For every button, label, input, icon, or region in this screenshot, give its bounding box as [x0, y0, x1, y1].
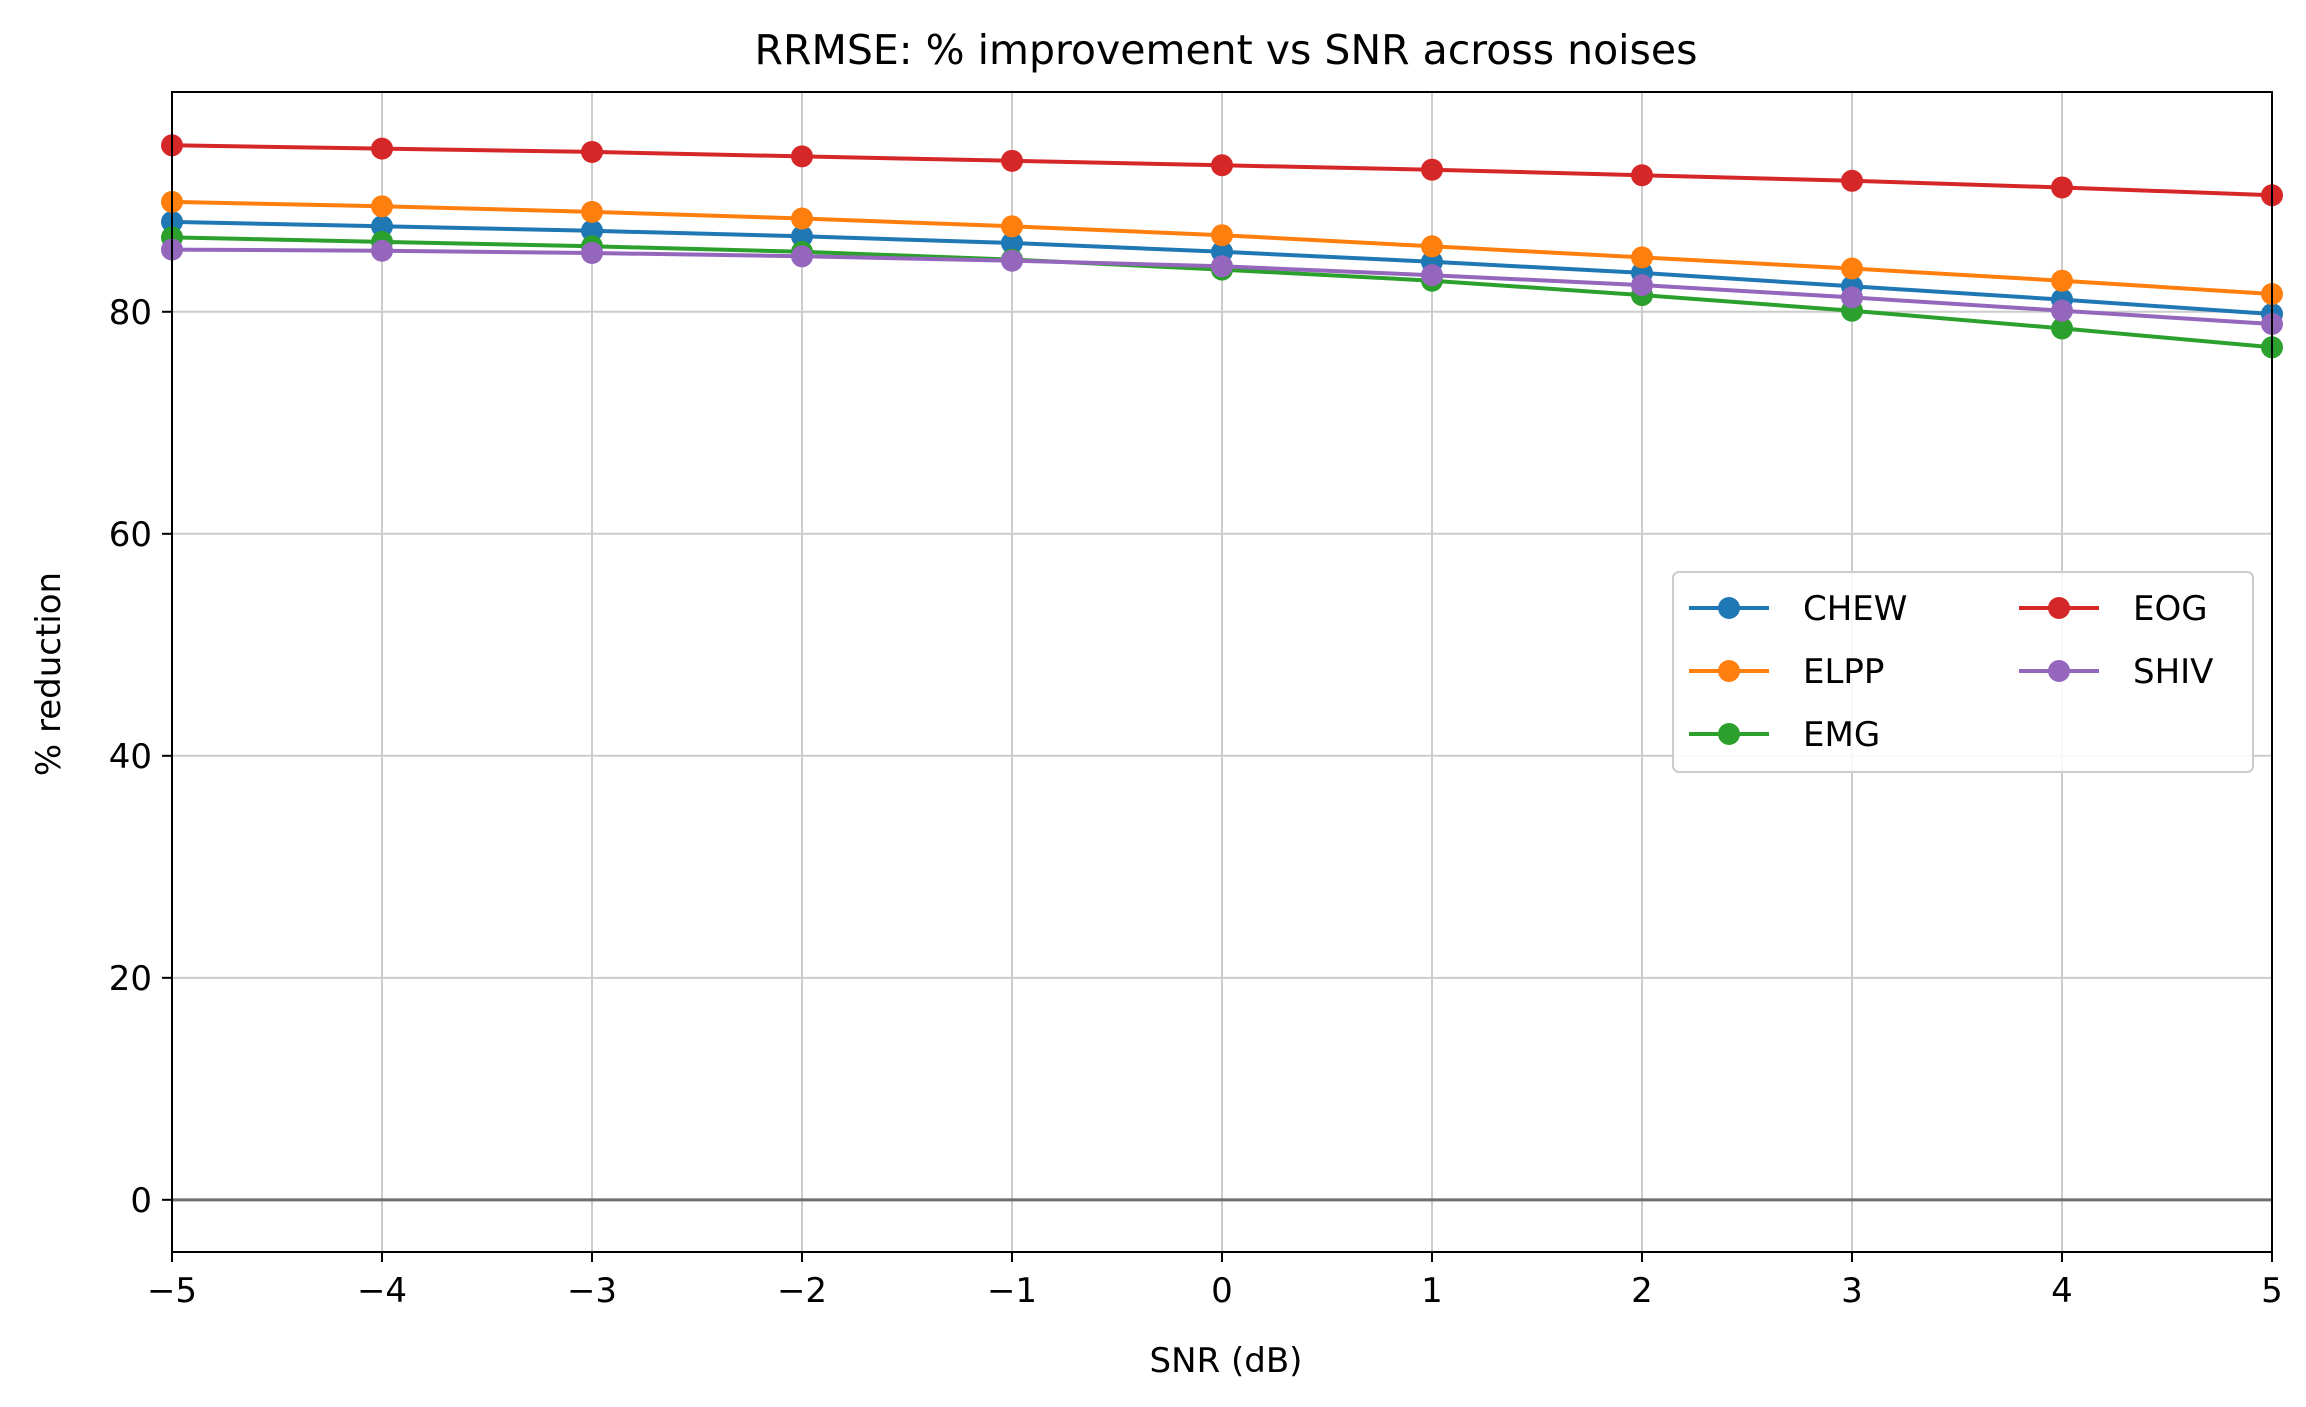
- data-point-elpp: [1841, 257, 1863, 280]
- legend-marker-swatch: [1718, 660, 1740, 682]
- data-point-shiv: [371, 239, 393, 262]
- y-axis-label: % reduction: [29, 572, 69, 776]
- data-point-eog: [1841, 169, 1863, 192]
- y-tick-label: 20: [109, 959, 152, 999]
- x-tick-label: −5: [147, 1271, 197, 1311]
- legend-marker-swatch: [2048, 660, 2070, 682]
- x-tick-label: −2: [777, 1271, 827, 1311]
- data-point-eog: [581, 140, 603, 163]
- data-point-elpp: [371, 195, 393, 218]
- data-point-eog: [1631, 164, 1653, 187]
- legend-item-chew: CHEW: [1689, 589, 1907, 629]
- data-point-elpp: [1211, 224, 1233, 247]
- x-tick-label: −3: [567, 1271, 617, 1311]
- data-point-elpp: [1001, 215, 1023, 238]
- data-point-elpp: [1421, 235, 1443, 258]
- data-point-shiv: [791, 245, 813, 268]
- legend-box: [1672, 571, 2254, 773]
- data-point-emg: [2051, 317, 2073, 340]
- y-tick-label: 60: [109, 515, 152, 555]
- x-tick-label: 3: [1841, 1271, 1863, 1311]
- x-axis-ticks: −5 −4 −3 −2 −1 0 1 2 3 4 5: [147, 1252, 2283, 1311]
- data-point-shiv: [1631, 274, 1653, 297]
- x-tick-label: −1: [987, 1271, 1037, 1311]
- data-point-chew: [791, 225, 813, 248]
- chart-title: RRMSE: % improvement vs SNR across noise…: [755, 26, 1698, 74]
- data-point-shiv: [581, 241, 603, 264]
- x-tick-label: 5: [2261, 1271, 2283, 1311]
- x-tick-label: −4: [357, 1271, 407, 1311]
- series-group: [161, 134, 2283, 359]
- data-point-chew: [371, 215, 393, 238]
- y-tick-label: 40: [109, 737, 152, 777]
- data-point-chew: [581, 219, 603, 242]
- data-point-eog: [2051, 176, 2073, 199]
- legend-item-eog: EOG: [2019, 589, 2208, 629]
- legend-item-shiv: SHIV: [2019, 652, 2213, 692]
- y-tick-label: 80: [109, 293, 152, 333]
- series-shiv: [161, 238, 2283, 335]
- data-point-eog: [791, 145, 813, 168]
- data-point-shiv: [2051, 299, 2073, 322]
- data-point-eog: [1421, 158, 1443, 181]
- x-tick-label: 4: [2051, 1271, 2073, 1311]
- data-point-elpp: [2051, 269, 2073, 292]
- data-point-shiv: [1211, 255, 1233, 278]
- legend-item-elpp: ELPP: [1689, 652, 1884, 692]
- legend-marker-swatch: [1718, 723, 1740, 745]
- data-point-elpp: [581, 200, 603, 223]
- series-chew: [161, 210, 2283, 326]
- data-point-elpp: [791, 207, 813, 230]
- data-point-chew: [1001, 231, 1023, 254]
- x-tick-label: 2: [1631, 1271, 1653, 1311]
- data-point-shiv: [1001, 249, 1023, 272]
- series-elpp: [161, 190, 2283, 306]
- legend-item-emg: EMG: [1689, 715, 1880, 755]
- data-point-elpp: [1631, 246, 1653, 269]
- legend-marker-swatch: [2048, 597, 2070, 619]
- data-point-shiv: [1841, 286, 1863, 309]
- legend-label: SHIV: [2133, 652, 2213, 692]
- data-point-shiv: [1421, 264, 1443, 287]
- x-axis-label: SNR (dB): [1150, 1341, 1303, 1381]
- legend-label: EOG: [2133, 589, 2208, 629]
- x-tick-label: 1: [1421, 1271, 1443, 1311]
- series-eog: [161, 134, 2283, 207]
- y-axis-ticks: 0 20 40 60 80: [109, 293, 172, 1221]
- data-point-eog: [1211, 154, 1233, 177]
- legend-label: CHEW: [1803, 589, 1907, 629]
- x-tick-label: 0: [1211, 1271, 1233, 1311]
- legend-label: EMG: [1803, 715, 1880, 755]
- legend: CHEW ELPP EMG EOG SHIV: [1672, 571, 2254, 773]
- legend-marker-swatch: [1718, 597, 1740, 619]
- legend-label: ELPP: [1803, 652, 1884, 692]
- y-tick-label: 0: [130, 1181, 152, 1221]
- data-point-eog: [371, 137, 393, 160]
- data-point-eog: [1001, 149, 1023, 172]
